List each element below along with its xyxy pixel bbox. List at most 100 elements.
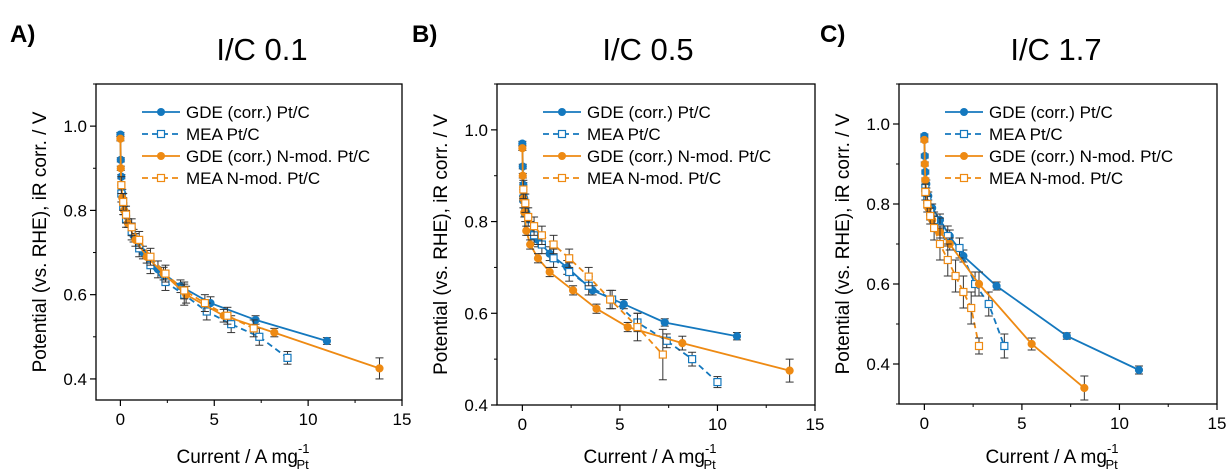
series-line-3 bbox=[924, 191, 980, 347]
data-point bbox=[713, 377, 722, 387]
data-point bbox=[955, 243, 964, 253]
data-point bbox=[660, 318, 669, 327]
y-tick-label: 0.4 bbox=[464, 396, 488, 415]
data-point bbox=[526, 240, 535, 249]
data-point bbox=[592, 304, 601, 313]
x-tick-label: 5 bbox=[1017, 414, 1026, 433]
legend-marker bbox=[558, 152, 566, 160]
data-point bbox=[1000, 341, 1009, 351]
panel-title: I/C 0.5 bbox=[602, 32, 693, 67]
series-line-1 bbox=[924, 187, 1006, 347]
data-point bbox=[223, 311, 232, 320]
data-point bbox=[921, 187, 930, 197]
data-point bbox=[959, 287, 968, 297]
data-point bbox=[687, 355, 697, 364]
x-tick-label: 10 bbox=[708, 415, 727, 434]
data-point bbox=[549, 240, 558, 249]
y-tick-label: 0.8 bbox=[464, 213, 488, 232]
data-point bbox=[974, 341, 984, 351]
legend-marker bbox=[156, 129, 166, 139]
data-point bbox=[127, 223, 136, 232]
data-point bbox=[930, 223, 939, 233]
data-point bbox=[920, 159, 929, 169]
data-point bbox=[951, 271, 960, 281]
data-point bbox=[785, 366, 794, 375]
x-tick-label: 5 bbox=[210, 410, 219, 429]
x-tick-label: 0 bbox=[116, 410, 125, 429]
legend: GDE (corr.) Pt/C MEA Pt/C GDE (corr.) N-mo… bbox=[142, 103, 370, 188]
y-tick-label: 0.8 bbox=[63, 201, 87, 220]
panel-letter: C) bbox=[820, 21, 845, 48]
x-axis-label: Current / A mg-1 Pt bbox=[583, 441, 716, 470]
plot-area bbox=[920, 131, 1144, 401]
y-tick-label: 0.4 bbox=[866, 355, 890, 374]
legend-marker bbox=[557, 129, 567, 139]
legend-marker bbox=[960, 108, 968, 116]
x-tick-label: 5 bbox=[615, 415, 624, 434]
legend-label: MEA N-mod. Pt/C bbox=[989, 169, 1123, 188]
data-point bbox=[943, 255, 952, 265]
data-point bbox=[984, 299, 993, 309]
data-point bbox=[375, 364, 384, 373]
data-point bbox=[537, 231, 546, 240]
data-point bbox=[200, 298, 209, 308]
chart-panel-1: B) I/C 0.5 0 5 10 15 0.4 0.6 0.8 1.0 Current / A m… bbox=[412, 21, 824, 470]
data-point bbox=[1027, 339, 1036, 349]
chart-panel-0: A) I/C 0.1 0 5 10 15 0.4 0.6 0.8 1.0 Current / A m… bbox=[10, 21, 411, 470]
data-point bbox=[992, 281, 1001, 291]
y-tick-label: 0.6 bbox=[464, 304, 488, 323]
data-point bbox=[549, 254, 558, 263]
legend-marker bbox=[157, 108, 165, 116]
panel-letter: B) bbox=[412, 21, 437, 48]
legend: GDE (corr.) Pt/C MEA Pt/C GDE (corr.) N-mo… bbox=[543, 103, 771, 188]
panel-title: I/C 0.1 bbox=[216, 32, 307, 67]
x-tick-label: 0 bbox=[920, 414, 929, 433]
data-point bbox=[283, 353, 292, 362]
data-point bbox=[584, 272, 593, 281]
y-axis-label: Potential (vs. RHE), iR corr. / V bbox=[431, 114, 452, 375]
data-point bbox=[524, 212, 533, 222]
data-point bbox=[249, 324, 258, 333]
x-tick-label: 15 bbox=[393, 410, 412, 429]
series-line-3 bbox=[522, 189, 664, 356]
data-point bbox=[920, 135, 929, 145]
data-point bbox=[545, 267, 554, 277]
data-point bbox=[117, 181, 126, 190]
x-axis-label: Current / A mg-1 Pt bbox=[176, 441, 309, 470]
data-point bbox=[522, 226, 531, 235]
y-tick-label: 0.4 bbox=[63, 370, 87, 389]
y-tick-label: 1.0 bbox=[464, 121, 488, 140]
data-point bbox=[565, 267, 574, 277]
legend-label: GDE (corr.) N-mod. Pt/C bbox=[587, 147, 771, 166]
legend-label: GDE (corr.) N-mod. Pt/C bbox=[186, 147, 370, 166]
data-point bbox=[568, 286, 578, 295]
data-point bbox=[921, 175, 930, 185]
data-point bbox=[974, 279, 984, 289]
y-tick-label: 0.8 bbox=[866, 195, 890, 214]
y-tick-label: 0.6 bbox=[866, 275, 890, 294]
data-point bbox=[1080, 383, 1089, 393]
x-tick-label: 10 bbox=[1110, 414, 1129, 433]
data-point bbox=[116, 164, 125, 173]
legend-label: GDE (corr.) Pt/C bbox=[186, 103, 310, 122]
data-point bbox=[161, 269, 170, 278]
data-point bbox=[935, 239, 945, 249]
data-point bbox=[678, 338, 687, 348]
data-point bbox=[732, 332, 742, 341]
x-tick-label: 10 bbox=[299, 410, 318, 429]
data-point bbox=[116, 134, 125, 143]
data-point bbox=[565, 254, 574, 263]
data-point bbox=[623, 322, 632, 332]
series-line-1 bbox=[522, 198, 719, 383]
legend-label: MEA Pt/C bbox=[587, 125, 661, 144]
y-tick-label: 1.0 bbox=[63, 117, 87, 136]
legend-label: MEA Pt/C bbox=[186, 125, 260, 144]
legend-marker bbox=[157, 152, 165, 160]
data-point bbox=[180, 286, 189, 295]
x-axis-label: Current / A mg-1 Pt bbox=[985, 441, 1118, 470]
data-point bbox=[521, 199, 530, 208]
plot-area bbox=[518, 139, 794, 389]
data-point bbox=[322, 336, 332, 346]
x-tick-label: 0 bbox=[518, 415, 527, 434]
